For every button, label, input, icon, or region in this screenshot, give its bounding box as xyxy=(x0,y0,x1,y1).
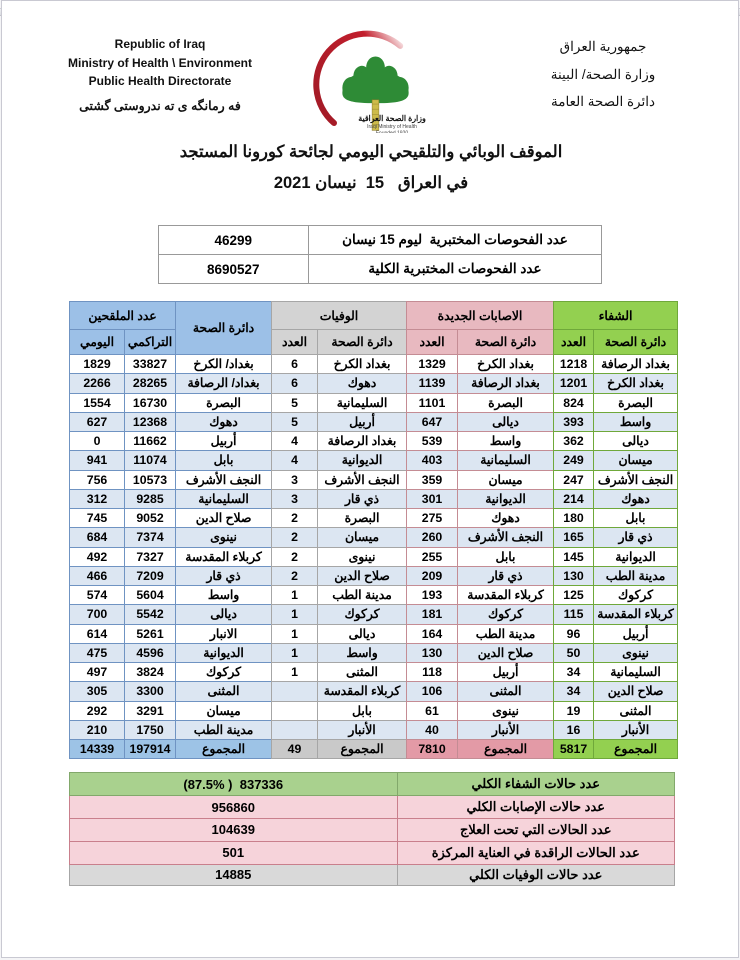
svg-text:وزارة الصحة العراقية: وزارة الصحة العراقية xyxy=(358,114,426,124)
svg-text:Founded 1920: Founded 1920 xyxy=(376,131,408,134)
svg-text:Iraqi Ministry of Health: Iraqi Ministry of Health xyxy=(367,124,417,130)
